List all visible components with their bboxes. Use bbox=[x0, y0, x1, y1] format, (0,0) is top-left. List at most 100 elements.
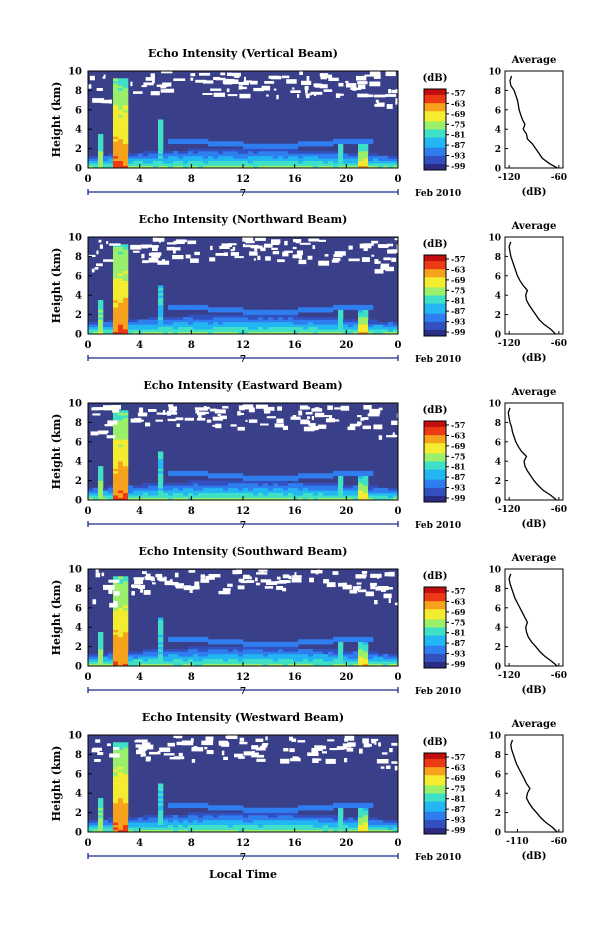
heatmap-cell bbox=[118, 456, 124, 460]
heatmap-cell bbox=[123, 439, 129, 443]
heatmap-cell bbox=[113, 424, 119, 428]
y-axis-label: Height (km) bbox=[50, 414, 63, 490]
heatmap-cell bbox=[193, 324, 199, 328]
heatmap-cell bbox=[123, 253, 129, 257]
heatmap-cell bbox=[183, 483, 189, 486]
heatmap-cell bbox=[303, 649, 309, 652]
heatmap-cell bbox=[268, 153, 274, 157]
heatmap-cell bbox=[188, 817, 194, 821]
heatmap-cell bbox=[113, 107, 119, 111]
no-echo-gap bbox=[315, 747, 323, 751]
heatmap-cell bbox=[88, 487, 94, 491]
heatmap-cell bbox=[223, 641, 229, 645]
average-x-tick-label: -60 bbox=[551, 505, 567, 515]
heatmap-cell bbox=[188, 492, 194, 496]
heatmap-cell bbox=[368, 138, 374, 142]
colorbar-swatch bbox=[424, 299, 446, 302]
heatmap-cell bbox=[123, 107, 129, 111]
heatmap-cell bbox=[293, 148, 299, 152]
no-echo-gap bbox=[314, 93, 317, 97]
heatmap-cell bbox=[358, 653, 364, 657]
colorbar-swatch bbox=[424, 769, 446, 772]
heatmap-cell bbox=[113, 446, 119, 450]
no-echo-gap bbox=[313, 83, 323, 87]
average-title: Average bbox=[511, 553, 557, 564]
y-tick-label: 6 bbox=[75, 105, 82, 116]
heatmap-cell bbox=[93, 158, 99, 162]
heatmap-cell bbox=[183, 317, 189, 320]
heatmap-cell bbox=[118, 478, 124, 481]
heatmap-cell bbox=[213, 329, 219, 332]
heatmap-cell bbox=[263, 819, 269, 823]
no-echo-gap bbox=[152, 237, 165, 242]
no-echo-gap bbox=[131, 584, 141, 589]
heatmap-cell bbox=[173, 497, 179, 501]
heatmap-cell bbox=[123, 419, 129, 423]
heatmap-cell bbox=[113, 158, 119, 162]
heatmap-cell bbox=[188, 497, 194, 501]
heatmap-cell bbox=[243, 478, 249, 481]
heatmap-cell bbox=[133, 663, 139, 667]
heatmap-cell bbox=[153, 817, 159, 821]
heatmap-cell bbox=[283, 155, 289, 159]
heatmap-cell bbox=[98, 641, 104, 645]
heatmap-cell bbox=[113, 126, 119, 130]
average-line bbox=[507, 407, 557, 501]
heatmap-cell bbox=[143, 485, 149, 489]
heatmap-cell bbox=[293, 646, 299, 650]
x-tick-label: 4 bbox=[136, 838, 143, 849]
x-axis: 0 4 8 12 16 20 0 bbox=[85, 828, 402, 849]
no-echo-gap bbox=[242, 404, 254, 410]
heatmap-cell bbox=[338, 160, 344, 164]
heatmap-cell bbox=[123, 583, 129, 587]
heatmap-cell bbox=[123, 427, 129, 430]
heatmap-cell bbox=[213, 497, 219, 501]
heatmap-cell bbox=[113, 785, 119, 789]
heatmap-cell bbox=[118, 138, 124, 142]
no-echo-gap bbox=[148, 257, 159, 263]
heatmap-cell bbox=[198, 819, 204, 823]
heatmap-cell bbox=[283, 817, 289, 821]
heatmap-cell bbox=[118, 790, 124, 794]
colorbar-swatch bbox=[424, 289, 446, 292]
heatmap-cell bbox=[118, 266, 124, 269]
no-echo-gap bbox=[299, 255, 302, 260]
heatmap-cell bbox=[328, 639, 334, 643]
heatmap-cell bbox=[258, 483, 264, 486]
heatmap-cell bbox=[318, 815, 324, 818]
heatmap-cell bbox=[338, 146, 344, 149]
heatmap-cell bbox=[173, 160, 179, 164]
colorbar-swatch bbox=[424, 103, 446, 106]
heatmap-cell bbox=[118, 151, 124, 154]
heatmap-cell bbox=[298, 805, 304, 809]
no-echo-gap bbox=[255, 404, 268, 409]
heatmap-cell bbox=[88, 492, 94, 496]
heatmap-cell bbox=[118, 321, 124, 325]
no-echo-gap bbox=[373, 424, 383, 430]
heatmap-cell bbox=[153, 649, 159, 652]
heatmap-cell bbox=[298, 495, 304, 498]
no-echo-gap bbox=[94, 267, 99, 270]
heatmap-cell bbox=[238, 487, 244, 491]
heatmap-cell bbox=[378, 329, 384, 332]
heatmap-cell bbox=[98, 485, 104, 489]
heatmap-cell bbox=[98, 798, 104, 801]
heatmap-cell bbox=[118, 275, 124, 279]
heatmap-cell bbox=[143, 329, 149, 332]
heatmap-cell bbox=[343, 329, 349, 332]
heatmap-cell bbox=[203, 649, 209, 652]
heatmap-cell bbox=[203, 639, 209, 643]
heatmap-cell bbox=[278, 492, 284, 496]
heatmap-cell bbox=[188, 317, 194, 320]
average-y-tick-label: 2 bbox=[495, 477, 501, 487]
no-echo-gap bbox=[263, 406, 275, 411]
heatmap-cell bbox=[188, 151, 194, 154]
no-echo-gap bbox=[160, 84, 167, 89]
heatmap-cell bbox=[263, 487, 269, 491]
heatmap-cell bbox=[208, 819, 214, 823]
average-y-tick-label: 6 bbox=[495, 770, 501, 780]
heatmap-cell bbox=[113, 576, 119, 579]
heatmap-cell bbox=[193, 656, 199, 660]
heatmap-cell bbox=[198, 802, 204, 806]
